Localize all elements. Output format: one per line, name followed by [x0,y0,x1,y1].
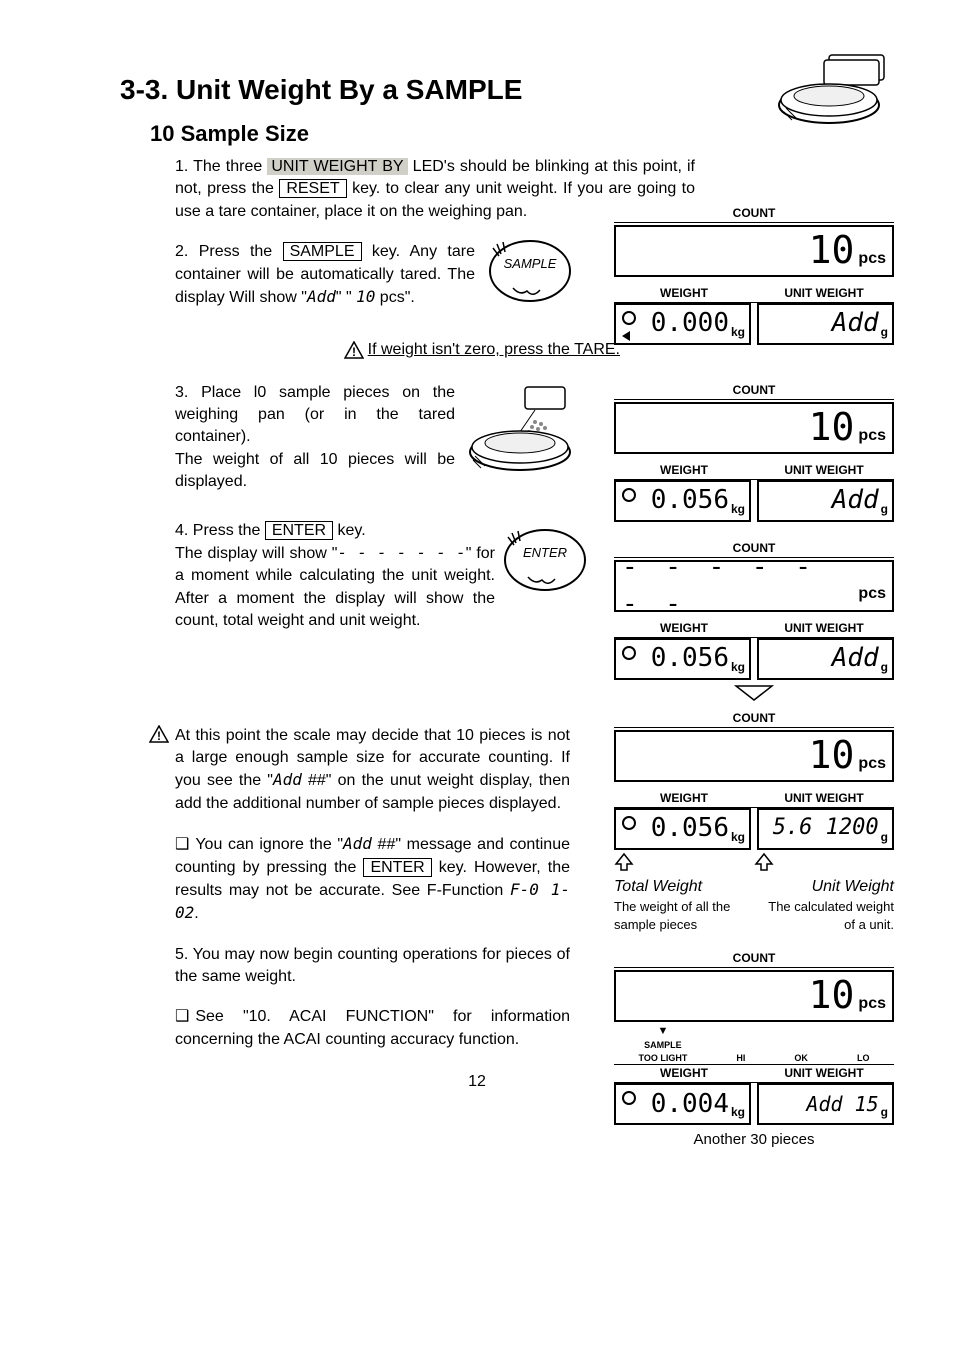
display-panel-3: COUNT - - - - - - - pcs WEIGHT UNIT WEIG… [614,540,894,713]
scale-with-samples-icon [465,382,595,484]
display-panel-2: COUNT 10 pcs WEIGHT UNIT WEIGHT 0.056 kg… [614,382,894,522]
down-arrow-icon [614,684,894,709]
step-4: 4. Press the ENTER key. The display will… [175,520,495,633]
display-panel-1: COUNT 10 pcs WEIGHT UNIT WEIGHT 0.000 kg… [614,205,894,345]
svg-text:SAMPLE: SAMPLE [504,256,557,271]
accuracy-note: ! At this point the scale may decide tha… [175,725,570,816]
svg-text:ENTER: ENTER [523,545,567,560]
unit-weight-by-label: UNIT WEIGHT BY [267,158,407,175]
acai-note: ❑See "10. ACAI FUNCTION" for information… [175,1006,570,1051]
display-panel-5: COUNT 10 pcs ▼ SAMPLE TOO LIGHT HI OK LO… [614,950,894,1150]
display-panel-4: COUNT 10 pcs WEIGHT UNIT WEIGHT 0.056 kg… [614,710,894,934]
enter-key: ENTER [265,521,333,540]
scale-illustration [774,50,894,137]
step-5: 5. You may now begin counting operations… [175,944,570,989]
unit-weight-info: Unit Weight The calculated weight of a u… [754,876,894,935]
total-weight-info: Total Weight The weight of all the sampl… [614,876,754,935]
ignore-note: ❑You can ignore the "Add ##" message and… [175,833,570,926]
up-arrow-icon [614,852,754,872]
warning-icon: ! [344,341,364,359]
svg-text:!: ! [157,729,161,743]
step-2: 2. Press the SAMPLE key. Any tare contai… [175,241,475,309]
step-3: 3. Place l0 sample pieces on the weighin… [175,382,455,494]
tare-note: If weight isn't zero, press the TARE. [368,339,620,361]
another-pieces-label: Another 30 pieces [614,1129,894,1150]
sample-button-press-icon: SAMPLE [485,236,575,313]
up-arrow-icon [754,852,894,872]
reset-key: RESET [279,179,346,198]
svg-text:!: ! [352,345,356,359]
warning-icon: ! [149,725,169,743]
sample-key: SAMPLE [283,242,362,261]
enter-button-press-icon: ENTER [500,525,590,602]
enter-key-2: ENTER [363,858,431,877]
